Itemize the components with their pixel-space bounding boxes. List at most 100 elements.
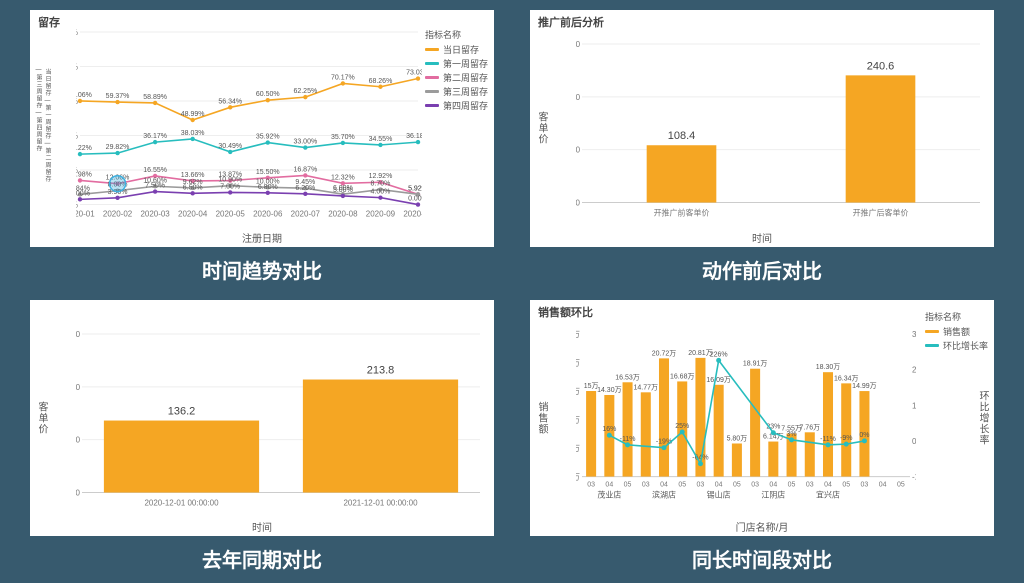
svg-text:7.00%: 7.00% [220, 183, 240, 190]
svg-text:300: 300 [576, 40, 581, 49]
panel-caption: 去年同期对比 [30, 536, 494, 573]
svg-text:16.53万: 16.53万 [615, 373, 640, 381]
svg-text:滨湖店: 滨湖店 [652, 489, 676, 499]
svg-text:7.50%: 7.50% [145, 183, 165, 190]
svg-text:03: 03 [587, 481, 595, 488]
svg-text:40.00%: 40.00% [76, 132, 78, 141]
x-axis-label: 注册日期 [30, 230, 494, 245]
panel-mom: 销售额环比 销售额 环比增长率 指标名称 销售额环比增长率 0万5万10万15万… [530, 300, 994, 537]
svg-text:7.76万: 7.76万 [799, 423, 820, 431]
svg-text:5万: 5万 [576, 444, 580, 453]
svg-text:0.00%: 0.00% [408, 196, 422, 203]
svg-text:30.49%: 30.49% [218, 143, 242, 150]
panel-caption: 时间趋势对比 [30, 247, 494, 284]
svg-text:05: 05 [788, 481, 796, 488]
svg-text:5.92%: 5.92% [408, 185, 422, 192]
chart-area: 0 100 200 300 108.4 开推广前客单价 240.6 开推广后客单价 [576, 28, 986, 219]
svg-text:2020-08: 2020-08 [328, 210, 358, 219]
svg-text:12.92%: 12.92% [369, 173, 393, 180]
svg-text:2020-07: 2020-07 [291, 210, 321, 219]
legend-item: 第二周留存 [425, 71, 488, 84]
svg-text:33.00%: 33.00% [293, 139, 317, 146]
svg-text:16.34万: 16.34万 [834, 374, 859, 382]
svg-text:2020-06: 2020-06 [253, 210, 283, 219]
svg-text:16.09万: 16.09万 [706, 375, 731, 383]
svg-text:05: 05 [624, 481, 632, 488]
svg-text:15.50%: 15.50% [256, 169, 280, 176]
svg-text:25万: 25万 [576, 329, 580, 338]
svg-text:15万: 15万 [576, 387, 580, 396]
svg-text:226%: 226% [710, 351, 728, 358]
svg-text:80.00%: 80.00% [76, 63, 78, 72]
svg-text:14.77万: 14.77万 [634, 383, 659, 391]
svg-text:70.17%: 70.17% [331, 74, 355, 81]
svg-text:200: 200 [576, 93, 581, 102]
svg-text:0万: 0万 [576, 472, 580, 481]
svg-text:5.00%: 5.00% [333, 187, 353, 194]
svg-text:2020-09: 2020-09 [366, 210, 396, 219]
x-axis-label: 门店名称/月 [530, 519, 994, 534]
cell-top-right: 推广前后分析 客单价 0100200300108.4开推广前客单价240.6开推… [530, 10, 994, 284]
svg-text:100: 100 [576, 146, 581, 155]
panel-caption: 动作前后对比 [530, 247, 994, 284]
svg-text:2020-04: 2020-04 [178, 210, 208, 219]
svg-text:03: 03 [751, 481, 759, 488]
svg-text:73.03%: 73.03% [406, 70, 422, 77]
legend-item: 销售额 [925, 325, 988, 338]
chart-area: 0万5万10万15万20万25万-100%0%100%200%300%15万03… [576, 322, 916, 501]
svg-text:18.91万: 18.91万 [743, 359, 768, 367]
svg-text:开推广后客单价: 开推广后客单价 [853, 208, 909, 218]
y-axis-label: 客单价 [34, 401, 49, 434]
svg-text:2020-01: 2020-01 [76, 210, 95, 219]
svg-text:58.89%: 58.89% [143, 94, 167, 101]
svg-text:136.2: 136.2 [168, 405, 195, 417]
svg-text:20.72万: 20.72万 [652, 349, 677, 357]
svg-text:108.4: 108.4 [668, 130, 695, 142]
svg-text:240.6: 240.6 [867, 60, 894, 72]
svg-text:宜兴店: 宜兴店 [816, 489, 840, 499]
svg-text:6.20%: 6.20% [295, 185, 315, 192]
svg-text:0: 0 [76, 488, 81, 497]
svg-text:14.30万: 14.30万 [597, 386, 622, 394]
svg-text:0%: 0% [859, 431, 869, 438]
cell-bottom-right: 销售额环比 销售额 环比增长率 指标名称 销售额环比增长率 0万5万10万15万… [530, 300, 994, 574]
panel-retention: 留存 当日留存 | 第一周留存 | 第二周留存 | 第三周留存 | 第四周留存 … [30, 10, 494, 247]
svg-text:4.00%: 4.00% [371, 189, 391, 196]
panel-caption: 同长时间段对比 [530, 536, 994, 573]
svg-text:开推广前客单价: 开推广前客单价 [654, 208, 710, 218]
svg-text:16.87%: 16.87% [293, 166, 317, 173]
svg-text:36.17%: 36.17% [143, 133, 167, 140]
svg-text:5.80万: 5.80万 [727, 434, 748, 442]
svg-text:2020-12-01 00:00:00: 2020-12-01 00:00:00 [144, 498, 219, 507]
chart-area: 0100200300136.22020-12-01 00:00:00213.82… [76, 318, 486, 509]
panel-promo: 推广前后分析 客单价 0100200300108.4开推广前客单价240.6开推… [530, 10, 994, 247]
svg-text:茂业店: 茂业店 [597, 489, 621, 499]
x-axis-label: 时间 [30, 519, 494, 534]
svg-text:05: 05 [842, 481, 850, 488]
svg-text:江阴店: 江阴店 [761, 489, 785, 499]
svg-text:0: 0 [576, 199, 581, 208]
cell-top-left: 留存 当日留存 | 第一周留存 | 第二周留存 | 第三周留存 | 第四周留存 … [30, 10, 494, 284]
svg-text:14.99万: 14.99万 [852, 382, 877, 390]
svg-text:100.00%: 100.00% [76, 28, 78, 37]
legend-item: 第四周留存 [425, 99, 488, 112]
svg-text:6.80%: 6.80% [258, 184, 278, 191]
svg-text:6.50%: 6.50% [183, 184, 203, 191]
svg-text:-11%: -11% [820, 435, 836, 442]
svg-text:04: 04 [769, 481, 777, 488]
svg-text:04: 04 [715, 481, 723, 488]
svg-text:48.99%: 48.99% [181, 111, 205, 118]
cell-bottom-left: 客单价 0100200300136.22020-12-01 00:00:0021… [30, 300, 494, 574]
svg-text:59.37%: 59.37% [106, 93, 130, 100]
y-axis-label: 客单价 [534, 112, 549, 145]
svg-text:100%: 100% [912, 401, 916, 410]
svg-text:56.34%: 56.34% [218, 98, 242, 105]
legend-item: 环比增长率 [925, 339, 988, 352]
chart-area: 0.00%20.00%40.00%60.00%80.00%100.00%2020… [76, 28, 422, 219]
svg-text:300: 300 [76, 329, 81, 338]
svg-text:2021-12-01 00:00:00: 2021-12-01 00:00:00 [343, 498, 418, 507]
svg-text:2020-02: 2020-02 [103, 210, 133, 219]
svg-text:05: 05 [678, 481, 686, 488]
svg-text:2020-10: 2020-10 [403, 210, 422, 219]
svg-text:35.92%: 35.92% [256, 134, 280, 141]
